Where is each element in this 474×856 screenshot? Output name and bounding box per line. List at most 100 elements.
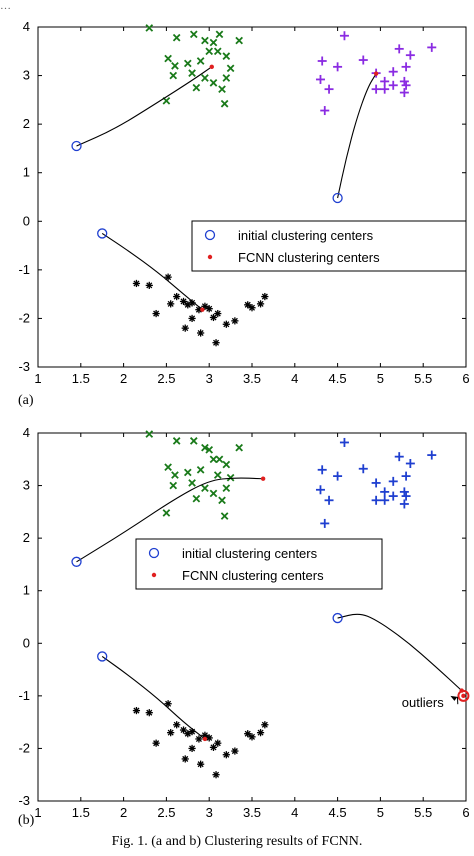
data-point-plus: [401, 62, 411, 72]
fcnn-center-marker: [209, 64, 214, 70]
x-tick-label: 5.5: [414, 805, 432, 820]
data-point-star: [195, 735, 203, 743]
data-point-x: [189, 437, 198, 445]
scatter-series-x: [145, 430, 243, 520]
data-point-x: [218, 85, 226, 94]
data-point-plus: [401, 491, 411, 501]
data-point-star: [152, 739, 160, 747]
initial-center-marker: [97, 228, 108, 239]
data-point-plus: [388, 80, 398, 90]
data-point-plus: [358, 55, 368, 65]
fcnn-center-marker: [202, 736, 208, 742]
initial-center-marker: [332, 192, 343, 204]
data-point-x: [218, 496, 226, 505]
data-point-x: [226, 64, 235, 73]
data-point-star: [244, 730, 252, 738]
scatter-series-star: [132, 700, 269, 779]
fcnn-center-marker: [373, 71, 379, 76]
x-tick-label: 1.5: [72, 371, 90, 386]
data-point-x: [215, 30, 224, 39]
data-point-star: [181, 324, 189, 332]
initial-center-marker: [71, 556, 82, 567]
data-point-x: [169, 71, 178, 80]
data-point-plus: [427, 42, 437, 52]
data-point-x: [162, 509, 171, 517]
initial-center-marker: [97, 651, 108, 662]
x-tick-label: 3.5: [243, 371, 261, 386]
center-trajectory: [337, 73, 377, 199]
data-point-x: [188, 479, 196, 487]
data-point-x: [205, 445, 214, 454]
scatter-series-plus: [315, 437, 437, 528]
y-tick-label: -2: [18, 740, 30, 755]
data-point-x: [172, 33, 181, 42]
data-point-plus: [380, 84, 390, 94]
data-point-plus: [317, 56, 327, 66]
data-point-star: [212, 339, 220, 347]
data-point-plus: [388, 491, 398, 501]
scatter-series-x: [145, 24, 243, 108]
data-point-star: [188, 314, 196, 323]
data-point-star: [231, 317, 239, 325]
data-point-x: [222, 460, 231, 469]
data-point-x: [201, 484, 209, 493]
y-tick-label: -3: [18, 359, 30, 374]
data-point-x: [183, 59, 192, 68]
data-point-plus: [401, 80, 411, 90]
data-point-star: [261, 721, 269, 729]
x-tick-label: 1: [34, 371, 41, 386]
x-tick-label: 2: [120, 371, 127, 386]
data-point-x: [196, 57, 205, 65]
y-tick-label: -1: [18, 688, 30, 703]
data-point-plus: [399, 487, 409, 497]
data-point-plus: [388, 67, 398, 77]
data-point-plus: [371, 84, 381, 94]
data-point-plus: [380, 76, 390, 86]
data-point-x: [209, 489, 218, 498]
fcnn-center-marker: [260, 476, 266, 481]
data-point-x: [171, 62, 179, 70]
legend-label: initial clustering centers: [238, 228, 374, 243]
data-point-x: [196, 465, 205, 474]
data-point-plus: [320, 106, 330, 116]
data-point-plus: [315, 485, 325, 495]
data-point-plus: [320, 518, 330, 528]
data-point-star: [132, 706, 141, 715]
data-point-star: [222, 320, 230, 328]
data-point-star: [212, 771, 220, 779]
data-point-x: [222, 484, 231, 493]
x-tick-label: 2: [120, 805, 127, 820]
annotation-arrow-head: [450, 695, 458, 701]
data-point-plus: [324, 84, 334, 94]
scatter-series-star: [132, 273, 269, 347]
center-trajectory: [76, 477, 264, 563]
legend-box: [135, 538, 383, 590]
header-fragment: …: [0, 0, 11, 12]
data-point-plus: [399, 499, 409, 509]
data-point-x: [235, 36, 243, 45]
data-point-plus: [399, 88, 409, 98]
x-tick-label: 2.5: [157, 805, 175, 820]
data-point-plus: [401, 471, 411, 481]
legend-label: FCNN clustering centers: [238, 250, 380, 265]
x-tick-label: 4.5: [329, 805, 347, 820]
data-point-x: [145, 430, 154, 438]
data-point-x: [189, 30, 198, 39]
x-tick-label: 4: [291, 805, 298, 820]
center-trajectory: [101, 655, 206, 740]
data-point-x: [188, 69, 196, 77]
data-point-plus: [315, 74, 325, 84]
data-point-x: [183, 468, 192, 477]
data-point-star: [145, 709, 153, 717]
data-point-star: [152, 309, 160, 318]
y-tick-label: 0: [23, 213, 30, 228]
x-tick-label: 2.5: [157, 371, 175, 386]
data-point-star: [197, 329, 205, 337]
data-point-star: [214, 739, 222, 747]
data-point-x: [172, 437, 181, 445]
data-point-star: [248, 733, 256, 741]
data-point-star: [173, 721, 181, 729]
figure-panel-b: 1 1.5 2 2.5 3 3.5 4 4.5 5 5.5 6 -3 -2 -1 0 1 2 3 4 outliers…: [18, 425, 470, 828]
legend-initial-center-symbol: [148, 547, 160, 559]
data-point-star: [132, 279, 141, 288]
